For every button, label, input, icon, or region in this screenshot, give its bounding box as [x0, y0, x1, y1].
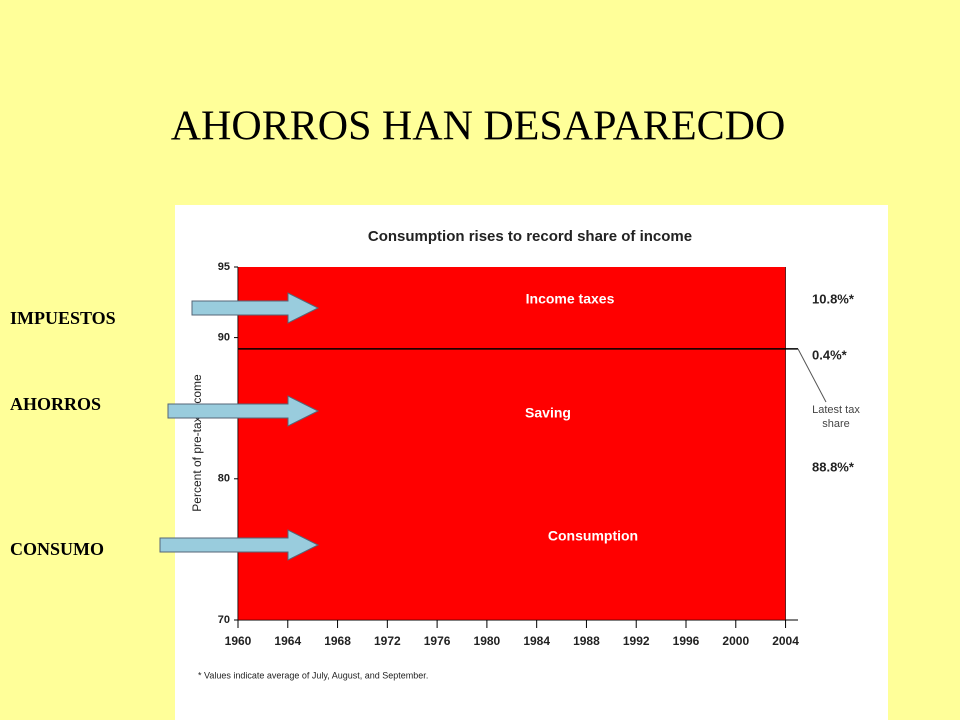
x-tick-label: 1984 — [523, 634, 550, 648]
y-tick-label: 70 — [218, 614, 230, 626]
series-label: Saving — [525, 405, 571, 421]
footnote: * Values indicate average of July, Augus… — [198, 670, 428, 680]
chart-title: Consumption rises to record share of inc… — [368, 228, 692, 245]
y-tick-label: 95 — [218, 261, 230, 273]
arrow — [159, 529, 320, 561]
slide-label: AHORROS — [10, 394, 101, 414]
series-label: Income taxes — [526, 291, 615, 307]
arrow — [191, 292, 320, 324]
plot-area — [238, 267, 786, 620]
x-tick-label: 1964 — [274, 634, 301, 648]
overlay: IMPUESTOS AHORROS CONSUMO — [10, 292, 320, 561]
x-tick-label: 1972 — [374, 634, 401, 648]
end-label: 88.8%* — [812, 459, 855, 474]
x-tick-label: 1980 — [474, 634, 501, 648]
reference-label-line: Latest tax — [812, 404, 860, 416]
y-tick-label: 90 — [218, 332, 230, 344]
x-tick-label: 2004 — [772, 634, 799, 648]
x-tick-label: 1960 — [225, 634, 252, 648]
slide-title: AHORROS HAN DESAPARECDO — [171, 104, 786, 150]
end-label: 0.4%* — [812, 347, 848, 362]
x-tick-label: 1988 — [573, 634, 600, 648]
x-tick-label: 1968 — [324, 634, 351, 648]
end-label: 10.8%* — [812, 291, 855, 306]
slide-label: CONSUMO — [10, 539, 104, 559]
arrow — [167, 395, 320, 427]
reference-label: Latest tax share — [812, 404, 860, 430]
slide-label: IMPUESTOS — [10, 308, 116, 328]
x-tick-label: 1976 — [424, 634, 451, 648]
leader-line — [797, 348, 827, 403]
x-tick-label: 1992 — [623, 634, 650, 648]
y-axis-label: Percent of pre-tax income — [190, 374, 204, 512]
area — [238, 267, 786, 620]
y-tick-label: 80 — [218, 473, 230, 485]
series-label: Consumption — [548, 528, 638, 544]
x-tick-label: 1996 — [673, 634, 700, 648]
reference-label-line: share — [822, 418, 850, 430]
x-tick-label: 2000 — [722, 634, 749, 648]
plot: Consumption Saving Income taxes 88.8%* 0.4%*… — [218, 261, 861, 648]
